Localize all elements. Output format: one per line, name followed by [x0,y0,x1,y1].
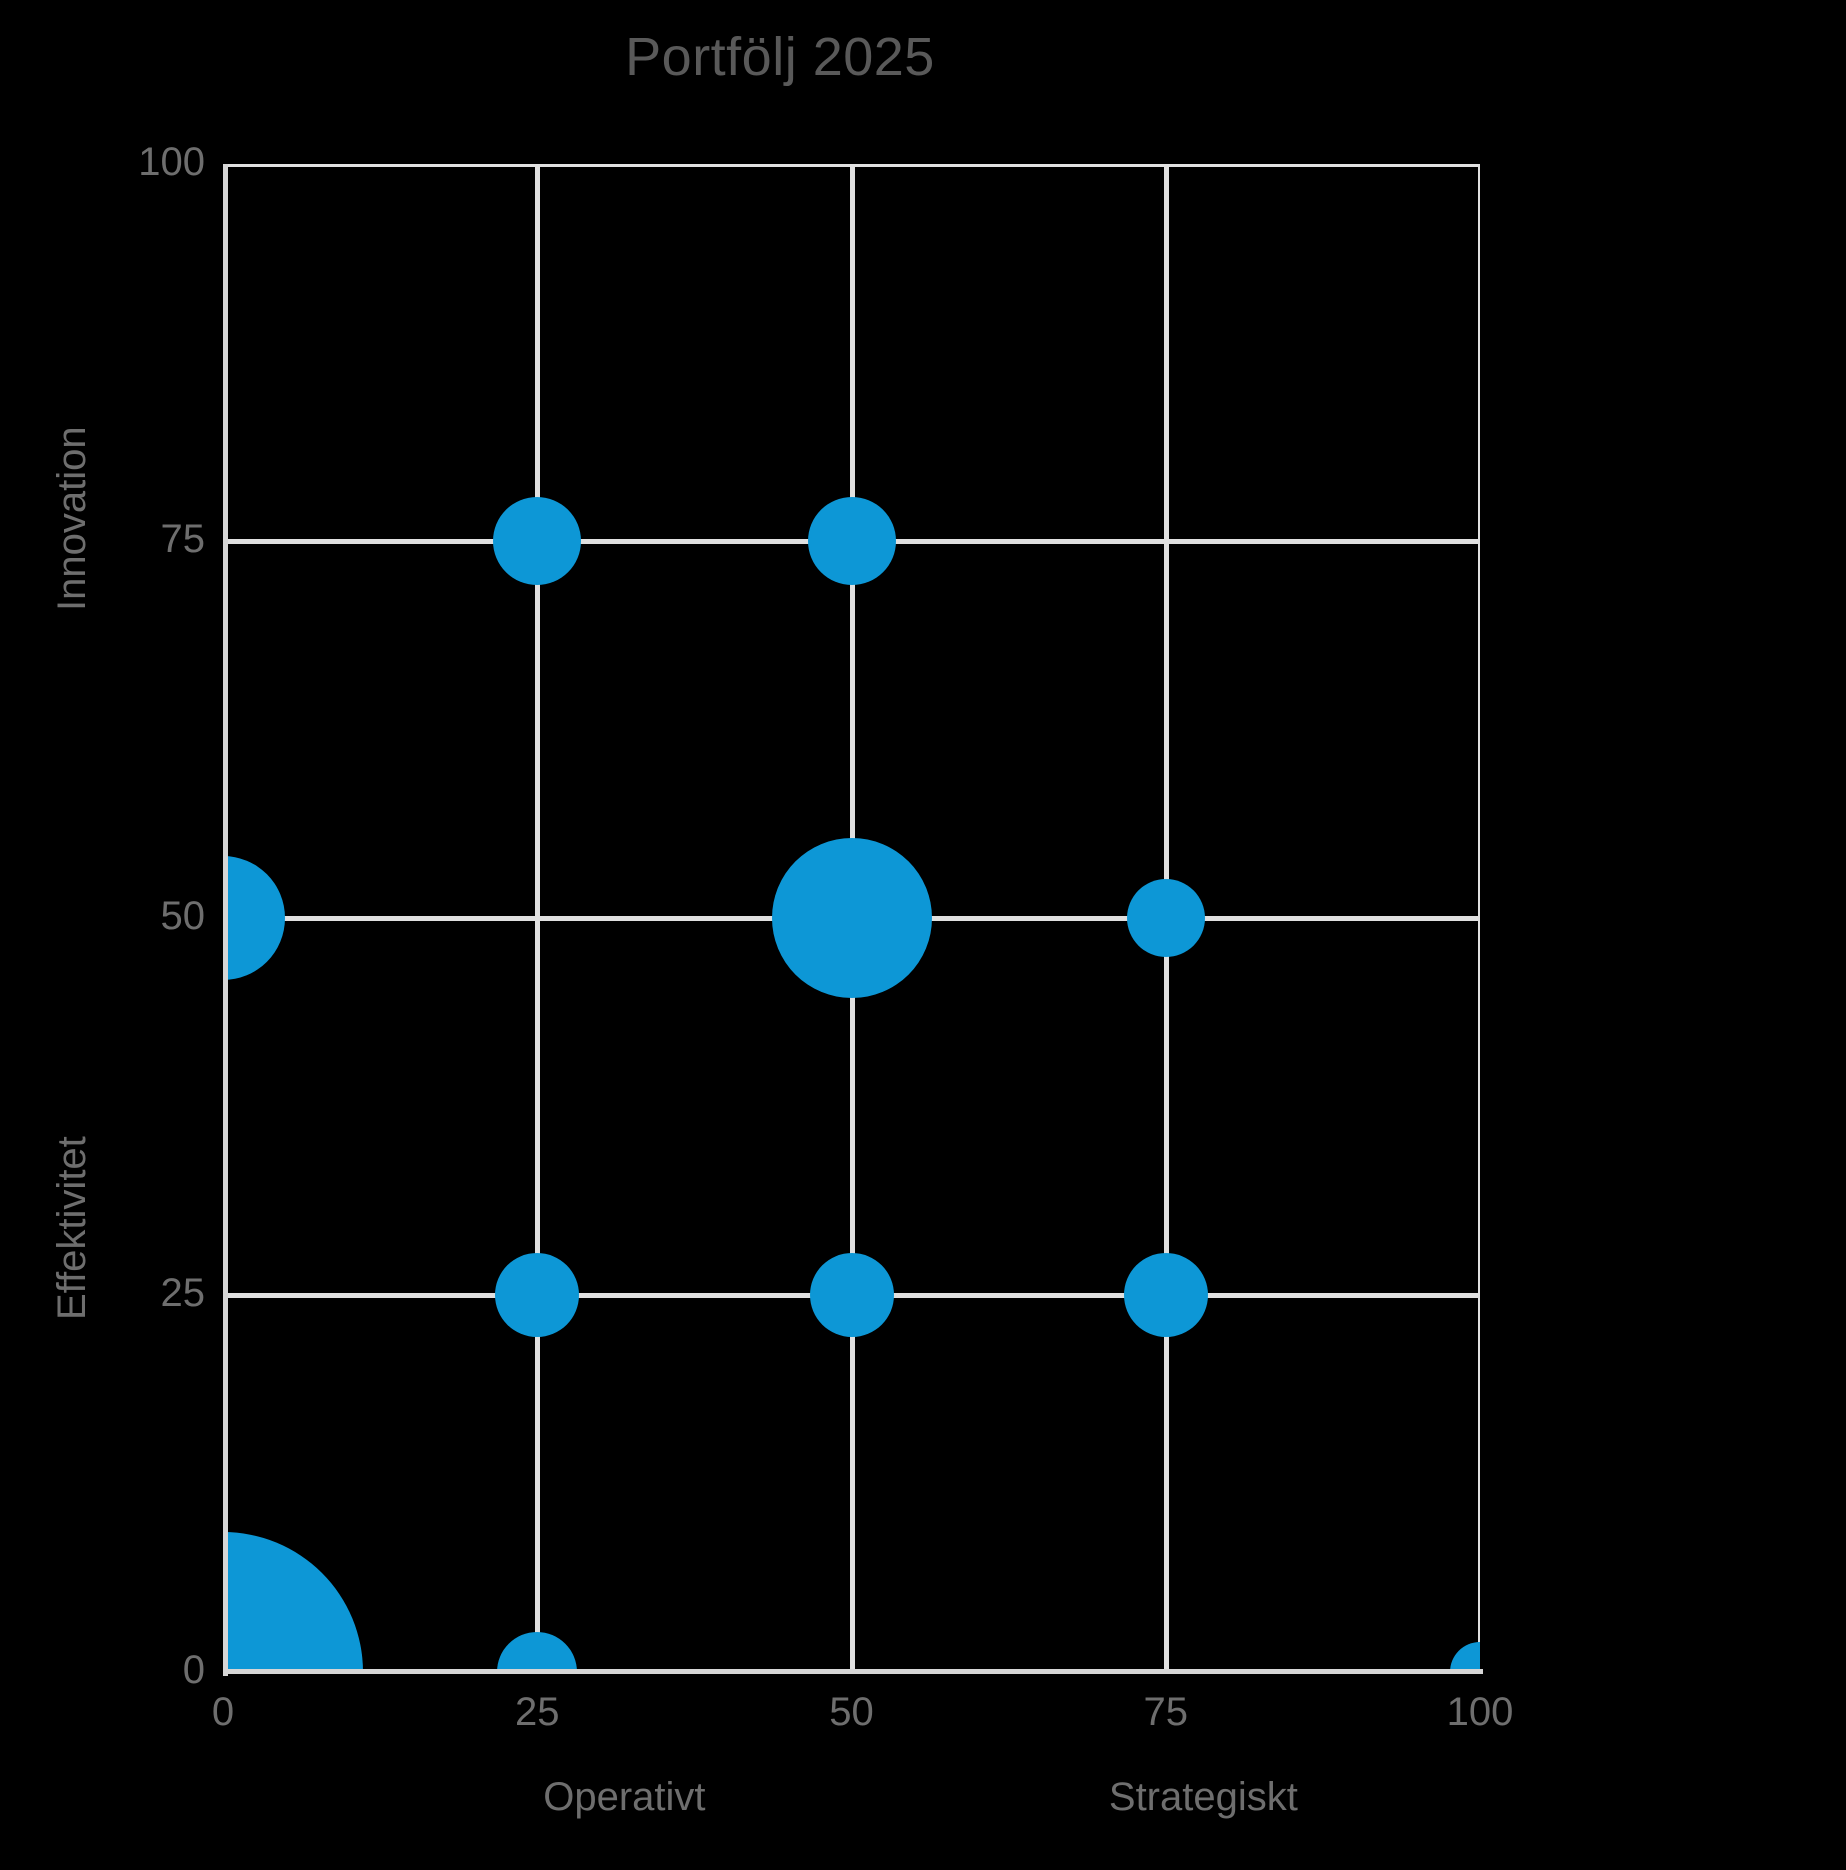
bubble-point[interactable] [1126,879,1205,957]
y-tick-label-0: 0 [182,1648,205,1692]
x-tick-label-75: 75 [1143,1690,1189,1734]
plot-area [223,164,1480,1672]
bubble-point[interactable] [1123,1253,1208,1337]
bubble-point[interactable] [495,1253,580,1337]
bubble-point[interactable] [809,1253,894,1337]
bubble-point[interactable] [493,497,582,585]
y-axis-label-effektivitet: Effektivitet [50,1135,94,1320]
bubble-point[interactable] [807,497,896,585]
y-tick-label-25: 25 [160,1271,206,1315]
bubble-point[interactable] [497,1632,578,1672]
x-tick-label-0: 0 [211,1690,235,1734]
x-tick-label-100: 100 [1446,1690,1514,1734]
x-tick-label-50: 50 [829,1690,874,1734]
x-axis-label-operativt: Operativt [543,1775,706,1819]
bubble-point[interactable] [1450,1642,1480,1672]
gridline-horizontal-100 [223,164,1480,167]
chart-title: Portfölj 2025 [625,27,935,87]
y-axis-line [223,164,228,1676]
bubble-point[interactable] [771,838,932,998]
bubble-point[interactable] [223,856,285,980]
y-tick-label-100: 100 [138,140,205,184]
y-axis-label-innovation: Innovation [50,426,94,611]
y-tick-label-50: 50 [160,894,206,938]
x-axis-line [223,1669,1483,1674]
y-tick-label-75: 75 [160,517,206,561]
x-tick-label-25: 25 [515,1690,560,1734]
x-axis-label-strategiskt: Strategiskt [1108,1775,1298,1819]
bubble-point[interactable] [223,1532,363,1672]
